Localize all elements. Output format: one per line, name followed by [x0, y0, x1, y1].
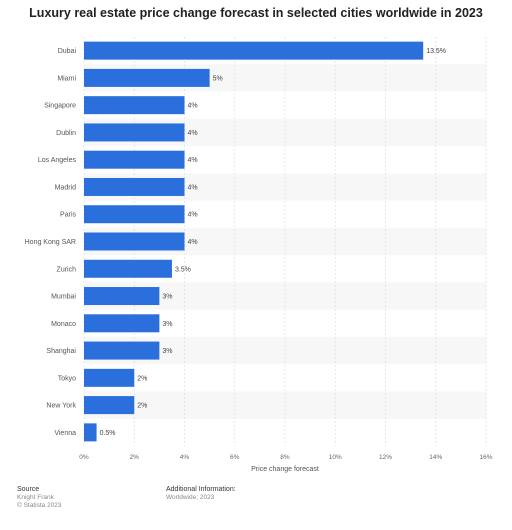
bar — [84, 150, 185, 169]
data-label: 4% — [188, 184, 198, 191]
data-label: 4% — [188, 103, 198, 110]
category-label: Monaco — [51, 321, 76, 328]
data-label: 4% — [188, 212, 198, 219]
data-label: 13.5% — [426, 48, 446, 55]
x-tick-label: 8% — [280, 454, 290, 461]
additional-info-heading: Additional Information: — [166, 486, 236, 493]
bar — [84, 41, 424, 60]
x-tick-label: 16% — [479, 454, 492, 461]
category-label: Vienna — [54, 430, 76, 437]
bar — [84, 259, 172, 278]
category-label: Miami — [57, 75, 76, 82]
data-label: 4% — [188, 239, 198, 246]
x-axis-title: Price change forecast — [251, 466, 319, 473]
source-block: Source Knight Frank © Statista 2023 — [17, 486, 62, 510]
x-tick-label: 4% — [180, 454, 190, 461]
bar — [84, 177, 185, 196]
x-tick-label: 6% — [230, 454, 240, 461]
additional-info-block: Additional Information: Worldwide; 2023 — [166, 486, 236, 502]
source-heading: Source — [17, 486, 40, 493]
data-label: 3% — [162, 294, 172, 301]
bar — [84, 232, 185, 251]
data-label: 3% — [162, 321, 172, 328]
data-label: 5% — [213, 75, 223, 82]
bar — [84, 314, 160, 333]
bar — [84, 96, 185, 115]
category-label: Tokyo — [58, 375, 76, 382]
bar — [84, 341, 160, 360]
category-label: Shanghai — [46, 348, 76, 355]
bar — [84, 368, 135, 387]
category-label: Mumbai — [51, 294, 76, 301]
x-tick-label: 0% — [79, 454, 89, 461]
additional-info-line: Worldwide; 2023 — [166, 494, 215, 501]
bar — [84, 287, 160, 306]
data-label: 3% — [162, 348, 172, 355]
category-label: Dubai — [58, 48, 77, 55]
category-label: Hong Kong SAR — [25, 239, 76, 246]
x-tick-label: 14% — [429, 454, 442, 461]
data-label: 2% — [137, 375, 147, 382]
data-label: 3.5% — [175, 266, 191, 273]
x-tick-label: 10% — [329, 454, 342, 461]
bar — [84, 396, 135, 415]
bar — [84, 205, 185, 224]
data-label: 0.5% — [100, 430, 116, 437]
category-label: New York — [46, 403, 76, 410]
source-line-1: Knight Frank — [17, 494, 54, 501]
category-label: Paris — [60, 212, 76, 219]
category-label: Dublin — [56, 130, 76, 137]
bar-chart: 0% 2% 4% 6% 8% 10% 12% 14% 16% Price change forec… — [25, 37, 493, 473]
bar — [84, 68, 210, 87]
chart-title: Luxury real estate price change forecast… — [29, 6, 483, 20]
data-label: 4% — [188, 157, 198, 164]
category-label: Singapore — [44, 103, 76, 110]
source-line-2: © Statista 2023 — [17, 502, 62, 509]
data-label: 4% — [188, 130, 198, 137]
bar — [84, 123, 185, 142]
category-label: Madrid — [55, 184, 77, 191]
category-label: Zurich — [57, 266, 77, 273]
x-tick-label: 2% — [130, 454, 140, 461]
x-tick-label: 12% — [379, 454, 392, 461]
data-label: 2% — [137, 403, 147, 410]
category-label: Los Angeles — [38, 157, 77, 164]
bar — [84, 423, 97, 442]
